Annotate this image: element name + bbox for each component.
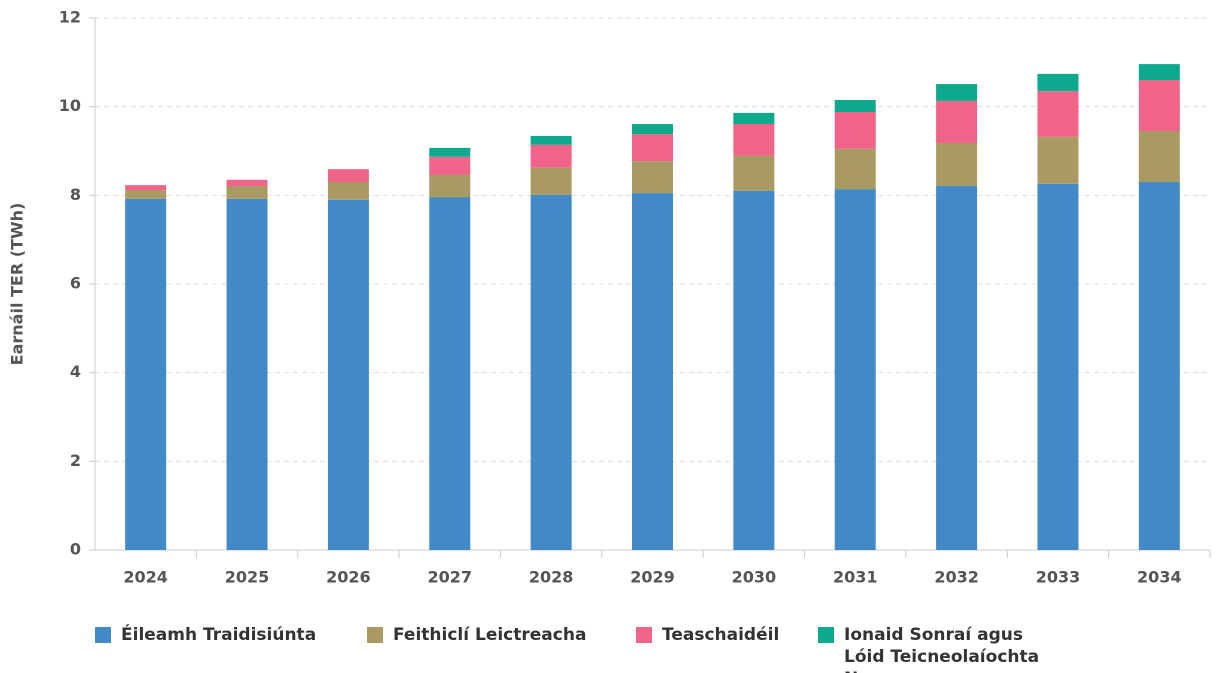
bar-segment (530, 194, 572, 550)
bar-segment (733, 155, 775, 191)
legend-item: Feithiclí Leictreacha (367, 624, 586, 646)
x-tick-label: 2033 (1036, 568, 1081, 587)
bar-segment (1037, 183, 1079, 550)
bar-segment (632, 161, 673, 194)
y-tick-label: 4 (70, 362, 81, 381)
bar-segment (733, 112, 775, 124)
x-tick-label: 2030 (732, 568, 777, 587)
legend-swatch (95, 627, 111, 643)
bar-segment (125, 190, 167, 199)
bar-segment (1037, 91, 1079, 137)
bar-segment (327, 199, 369, 550)
bar-segment (530, 144, 572, 168)
bar-segment (1138, 182, 1180, 551)
legend-label: Teaschaidéil (662, 625, 780, 645)
y-tick-label: 12 (59, 8, 81, 27)
bar-segment (1037, 136, 1079, 184)
y-tick-label: 6 (70, 274, 81, 293)
bar-segment (125, 185, 167, 191)
bar-segment (530, 135, 572, 145)
bar-segment (936, 143, 978, 187)
bar-segment (733, 190, 775, 550)
x-tick-label: 2024 (123, 568, 168, 587)
y-tick-label: 10 (59, 96, 81, 115)
legend-item: Éileamh Traidisiúnta (95, 624, 316, 646)
bar-segment (125, 198, 167, 550)
bar-segment (632, 193, 673, 550)
x-tick-label: 2025 (225, 568, 270, 587)
legend-swatch (636, 627, 652, 643)
bar-segment (429, 147, 471, 157)
bar-segment (226, 186, 268, 199)
y-axis-label: Earnáil TER (TWh) (8, 203, 27, 366)
bar-segment (834, 189, 876, 551)
bar-segment (530, 167, 572, 195)
bar-segment (429, 156, 471, 175)
x-tick-label: 2029 (630, 568, 675, 587)
x-tick-label: 2027 (428, 568, 473, 587)
bar-segment (1138, 80, 1180, 132)
bar-segment (1138, 64, 1180, 81)
bar-segment (429, 197, 471, 550)
bar-segment (429, 174, 471, 198)
bar-segment (632, 123, 673, 135)
bar-segment (936, 84, 978, 101)
legend-item: Teaschaidéil (636, 624, 779, 646)
legend-swatch (818, 627, 834, 643)
chart: Earnáil TER (TWh) 0 2 4 6 8 10 12 2024 2025 2026 2… (8, 8, 1211, 587)
y-tick-label: 0 (70, 540, 81, 559)
bar-segment (1037, 73, 1079, 92)
y-tick-label: 2 (70, 451, 81, 470)
bar-segment (936, 186, 978, 551)
legend-label: Feithiclí Leictreacha (393, 625, 587, 645)
bar-segment (327, 169, 369, 183)
x-tick-label: 2034 (1137, 568, 1182, 587)
legend-label: Éileamh Traidisiúnta (121, 625, 317, 645)
bar-segment (834, 100, 876, 112)
legend-label: Ionaid Sonraí agus Lóid Teicneolaíochta … (844, 625, 1040, 673)
bar-segment (327, 182, 369, 200)
legend-item: Ionaid Sonraí agus Lóid Teicneolaíochta … (818, 624, 1044, 673)
bar-segment (1138, 131, 1180, 183)
bar-segment (226, 179, 268, 187)
bar-segment (834, 111, 876, 149)
x-tick-label: 2031 (833, 568, 878, 587)
legend-swatch (367, 627, 383, 643)
bar-segment (632, 134, 673, 162)
x-tick-label: 2026 (326, 568, 371, 587)
x-tick-label: 2028 (529, 568, 574, 587)
x-tick-label: 2032 (934, 568, 979, 587)
bar-segment (733, 123, 775, 156)
bar-segment (936, 100, 978, 144)
y-tick-label: 8 (70, 185, 81, 204)
bar-segment (226, 198, 268, 550)
bar-segment (834, 148, 876, 190)
